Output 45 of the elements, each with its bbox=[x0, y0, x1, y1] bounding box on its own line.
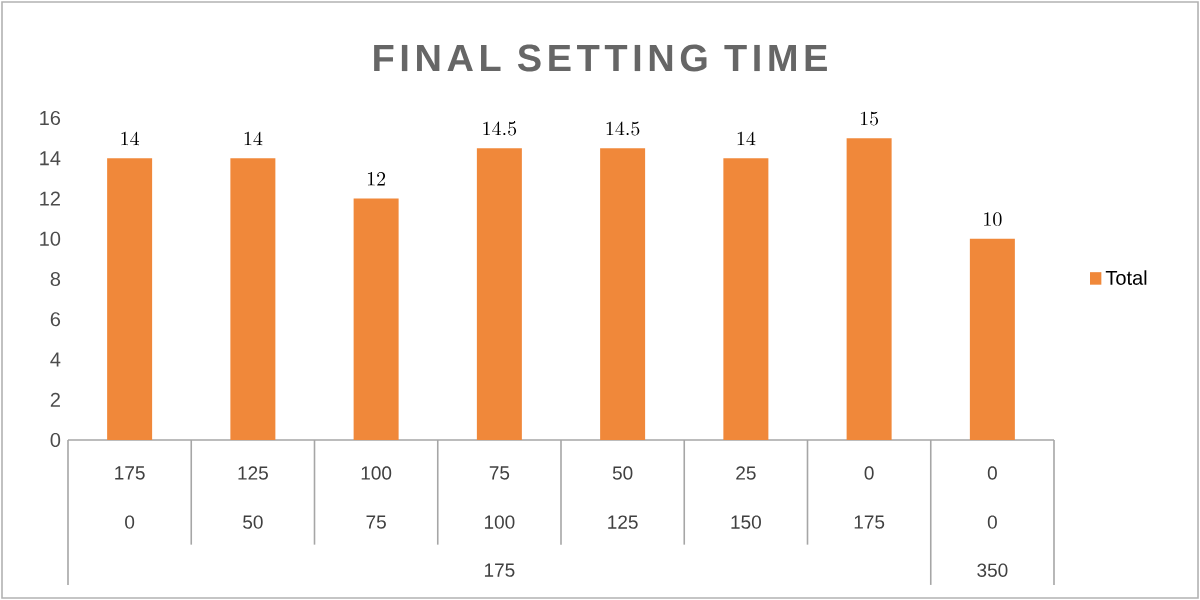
y-tick-label: 6 bbox=[50, 312, 61, 327]
data-label: 10 bbox=[984, 212, 1002, 227]
bar bbox=[723, 158, 769, 440]
text: 150 bbox=[731, 515, 761, 529]
x-tick-label: 25 bbox=[736, 466, 756, 480]
bar bbox=[230, 158, 276, 440]
x-tick-label: 50 bbox=[612, 466, 633, 480]
data-label: 14.5 bbox=[606, 121, 640, 136]
y-tick-label: 2 bbox=[50, 392, 60, 407]
x-tick-label: 175 bbox=[115, 466, 145, 480]
x-tick-label: 125 bbox=[238, 466, 268, 480]
y-tick-label: 12 bbox=[40, 191, 60, 206]
legend-label: Total bbox=[1105, 270, 1147, 285]
text: 350 bbox=[977, 563, 1008, 577]
y-tick-label: 0 bbox=[50, 432, 61, 448]
bar bbox=[846, 138, 892, 440]
y-tick-label: 4 bbox=[50, 352, 61, 367]
data-label: 14.5 bbox=[483, 121, 517, 136]
bar bbox=[353, 198, 399, 440]
x-tick-label: 0 bbox=[987, 466, 997, 480]
text: 50 bbox=[243, 515, 263, 529]
data-label: 15 bbox=[860, 111, 879, 126]
text: 75 bbox=[366, 515, 386, 529]
bar bbox=[107, 158, 153, 440]
x-tick-label: 0 bbox=[864, 466, 874, 480]
bar bbox=[600, 148, 646, 440]
text: 175 bbox=[484, 563, 515, 577]
y-tick-label: 14 bbox=[40, 151, 61, 166]
bar bbox=[476, 148, 522, 440]
data-label: 14 bbox=[737, 131, 756, 146]
x-tick-label: 75 bbox=[489, 466, 510, 480]
data-label: 14 bbox=[121, 131, 140, 146]
text: 0 bbox=[987, 515, 997, 529]
text: 125 bbox=[608, 515, 638, 529]
x-tick-label: 100 bbox=[361, 466, 392, 480]
text: 175 bbox=[854, 515, 885, 529]
y-tick-label: 8 bbox=[50, 271, 61, 287]
chart-title: FINAL SETTING TIME bbox=[374, 44, 827, 72]
bar bbox=[969, 238, 1015, 440]
y-tick-label: 10 bbox=[40, 231, 61, 246]
data-label: 12 bbox=[367, 172, 386, 186]
text: 100 bbox=[484, 515, 515, 529]
y-tick-label: 16 bbox=[40, 110, 61, 126]
text: 0 bbox=[125, 515, 135, 529]
data-label: 14 bbox=[244, 131, 263, 146]
